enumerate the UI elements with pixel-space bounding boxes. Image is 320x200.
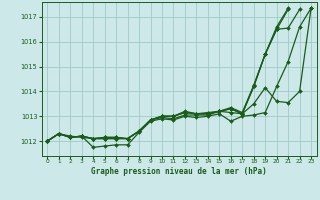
X-axis label: Graphe pression niveau de la mer (hPa): Graphe pression niveau de la mer (hPa) xyxy=(91,167,267,176)
